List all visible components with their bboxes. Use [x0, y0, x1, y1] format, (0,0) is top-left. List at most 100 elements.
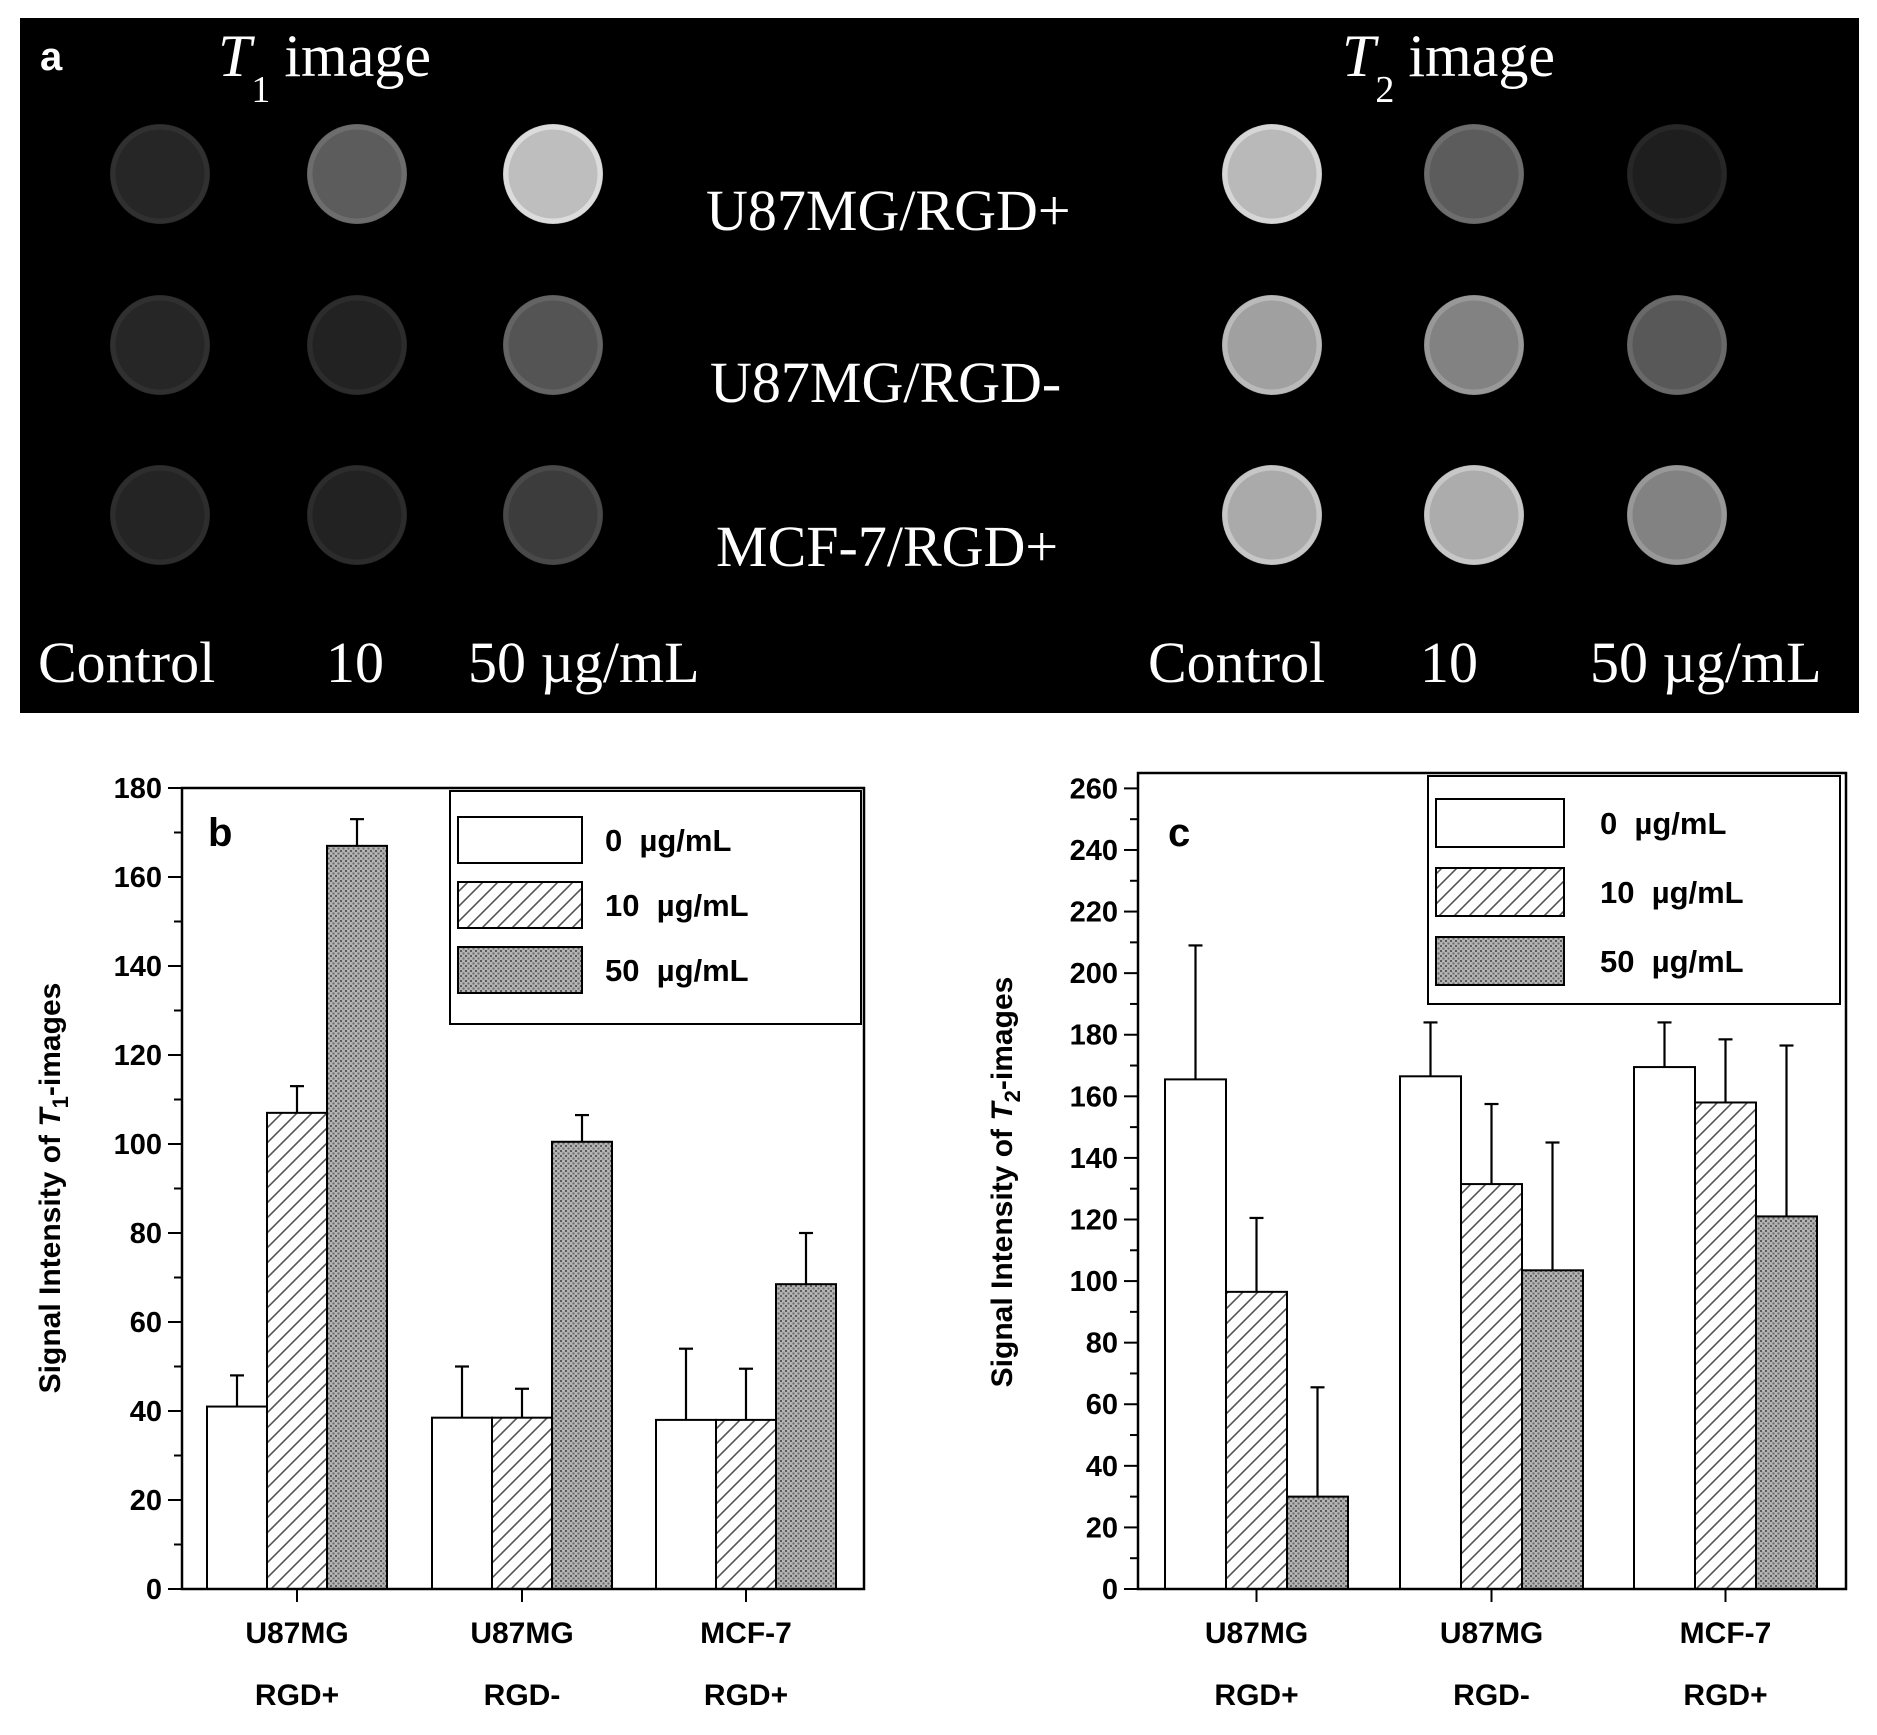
chart-c-panel-label: c — [1168, 811, 1190, 855]
chart-c-x-tick-label: U87MG — [1205, 1617, 1308, 1650]
chart-b-legend-label: 0 µg/mL — [605, 823, 731, 858]
chart-c-y-tick-label: 120 — [1070, 1204, 1118, 1236]
t2-col-label-10: 10 — [1420, 630, 1478, 695]
chart-c-y-tick-label: 0 — [1102, 1574, 1118, 1606]
chart-c-bar — [1399, 1075, 1462, 1590]
t1-col-label-10: 10 — [326, 630, 384, 695]
t2-well-r2-c2 — [1424, 295, 1524, 395]
chart-b-panel-label: b — [208, 811, 232, 855]
t2-well-r3-c3-rim — [1627, 465, 1727, 565]
t2-well-r2-c3 — [1627, 295, 1727, 395]
t1-well-r2-c3 — [503, 295, 603, 395]
t1-well-r3-c2 — [307, 465, 407, 565]
chart-c-y-axis: 0 20 40 60 80 100 120 140 160 180 200 220 240 260 — [1070, 773, 1138, 1606]
t1-well-r2-c2-rim — [307, 295, 407, 395]
chart-c: 0 20 40 60 80 100 120 140 160 180 200 220 240 260 U87… — [986, 771, 1848, 1712]
chart-b-legend-label: 10 µg/mL — [605, 888, 749, 923]
chart-b-y-tick-label: 120 — [114, 1040, 162, 1072]
chart-c-x-tick-label: RGD+ — [1214, 1679, 1298, 1712]
chart-c-bar — [1460, 1183, 1523, 1590]
t2-well-r3-c2-rim — [1424, 465, 1524, 565]
chart-b-x-tick-label: RGD+ — [255, 1679, 339, 1712]
panel-a-label: a — [40, 35, 63, 79]
chart-b-x-tick-label: MCF-7 — [700, 1617, 792, 1650]
chart-c-y-tick-label: 160 — [1070, 1081, 1118, 1113]
row-label-2: U87MG/RGD- — [710, 350, 1061, 415]
t2-well-r1-c1-rim — [1222, 124, 1322, 224]
t1-image-title: T1image — [218, 23, 431, 111]
row-label-1: U87MG/RGD+ — [706, 178, 1071, 243]
chart-b-legend-swatch — [457, 881, 583, 929]
chart-b-x-axis: U87MG RGD+ U87MG RGD- MCF-7 RGD+ — [245, 1589, 792, 1712]
chart-b-x-tick-label: U87MG — [245, 1617, 348, 1650]
chart-b-bar — [775, 1283, 837, 1591]
chart-b-legend: 0 µg/mL 10 µg/mL 50 µg/mL — [449, 790, 862, 1025]
t2-well-r1-c2-disc — [1424, 124, 1524, 224]
chart-b-y-tick-label: 180 — [114, 773, 162, 805]
t2-well-r3-c3-disc — [1627, 465, 1727, 565]
chart-b-legend-label: 50 µg/mL — [605, 953, 749, 988]
chart-c-bar — [1225, 1290, 1288, 1590]
t1-well-r1-c1 — [110, 124, 210, 224]
chart-c-bar — [1694, 1101, 1757, 1590]
t2-well-r2-c3-rim — [1627, 295, 1727, 395]
chart-c-y-tick-label: 200 — [1070, 958, 1118, 990]
t1-well-r3-c2-rim — [307, 465, 407, 565]
t1-well-r3-c1-rim — [110, 465, 210, 565]
t1-well-r2-c2 — [307, 295, 407, 395]
chart-c-y-tick-label: 140 — [1070, 1143, 1118, 1175]
chart-b-bar — [655, 1418, 717, 1591]
t1-col-label-control: Control — [38, 630, 215, 695]
chart-b-plot-frame — [180, 786, 866, 1591]
chart-b-y-tick-label: 100 — [114, 1129, 162, 1161]
chart-c-legend-label: 0 µg/mL — [1600, 806, 1726, 841]
chart-c-x-tick-label: U87MG — [1440, 1617, 1543, 1650]
chart-b-bar — [715, 1418, 777, 1591]
chart-c-x-tick-label: MCF-7 — [1680, 1617, 1772, 1650]
chart-c-legend-swatch — [1435, 798, 1565, 848]
chart-c-bar — [1755, 1215, 1818, 1591]
chart-c-y-tick-label: 80 — [1086, 1328, 1118, 1360]
t1-well-r2-c2-disc — [307, 295, 407, 395]
chart-b-x-tick-label: RGD+ — [704, 1679, 788, 1712]
chart-c-y-axis-title: Signal Intensity of T2-images — [986, 977, 1025, 1388]
chart-c-y-tick-label: 260 — [1070, 773, 1118, 805]
chart-c-bar — [1633, 1066, 1696, 1590]
t1-well-r2-c1-rim — [110, 295, 210, 395]
chart-c-y-tick-label: 100 — [1070, 1266, 1118, 1298]
chart-c-y-tick-label: 220 — [1070, 897, 1118, 929]
t2-well-r3-c1 — [1222, 465, 1322, 565]
t1-well-r1-c2 — [307, 124, 407, 224]
t2-well-r1-c1 — [1222, 124, 1322, 224]
t1-well-r1-c3 — [503, 124, 603, 224]
t2-well-r1-c3 — [1627, 124, 1727, 224]
chart-c-y-tick-label: 240 — [1070, 835, 1118, 867]
chart-c-y-tick-label: 180 — [1070, 1020, 1118, 1052]
t2-well-r2-c1-disc — [1222, 295, 1322, 395]
chart-c-y-tick-label: 60 — [1086, 1389, 1118, 1421]
chart-c-bar — [1286, 1495, 1349, 1591]
row-label-3: MCF-7/RGD+ — [716, 514, 1058, 579]
chart-b-y-axis-title: Signal Intensity of T1-images — [34, 983, 73, 1394]
t2-well-r1-c1-disc — [1222, 124, 1322, 224]
t2-col-label-control: Control — [1148, 630, 1325, 695]
chart-b-x-tick-label: RGD- — [484, 1679, 561, 1712]
chart-c-legend: 0 µg/mL 10 µg/mL 50 µg/mL — [1427, 775, 1841, 1005]
chart-c-plot-frame — [1136, 771, 1848, 1591]
t2-well-r2-c2-rim — [1424, 295, 1524, 395]
chart-c-y-tick-label: 40 — [1086, 1451, 1118, 1483]
chart-b-y-tick-label: 60 — [130, 1307, 162, 1339]
chart-b-legend-swatch — [457, 816, 583, 864]
chart-b-bar — [326, 844, 388, 1590]
t2-well-r1-c2 — [1424, 124, 1524, 224]
t1-well-r3-c3-disc — [503, 465, 603, 565]
t1-well-r3-c3 — [503, 465, 603, 565]
t2-well-r2-c3-disc — [1627, 295, 1727, 395]
t1-well-r2-c3-rim — [503, 295, 603, 395]
chart-b-legend-swatch — [457, 946, 583, 994]
chart-c-bars — [1164, 944, 1818, 1591]
chart-b: 0 20 40 60 80 100 120 140 160 180 U87MG RGD+ U87MG R… — [34, 773, 866, 1712]
chart-c-bar — [1521, 1269, 1584, 1590]
chart-c-x-tick-label: RGD+ — [1683, 1679, 1767, 1712]
t2-well-r2-c1-rim — [1222, 295, 1322, 395]
